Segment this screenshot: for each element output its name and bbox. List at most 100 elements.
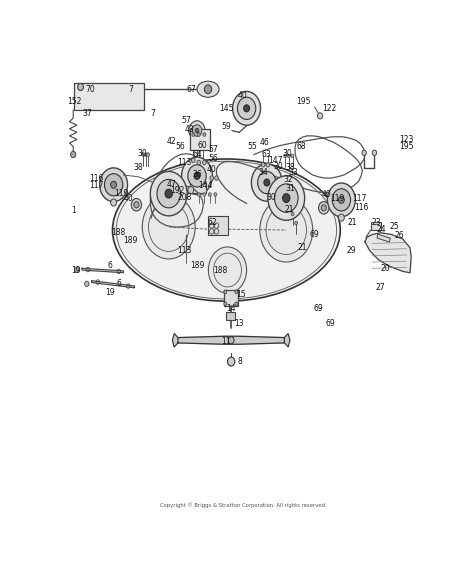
Circle shape — [328, 183, 356, 217]
Ellipse shape — [197, 81, 219, 98]
Text: 119: 119 — [330, 194, 345, 204]
Circle shape — [202, 160, 206, 165]
Text: 69: 69 — [313, 304, 323, 313]
Text: Copyright © Briggs & Stratton Corporation. All rights reserved.: Copyright © Briggs & Stratton Corporatio… — [160, 503, 326, 508]
Text: 21: 21 — [347, 218, 357, 227]
Circle shape — [104, 174, 123, 196]
Text: 57: 57 — [181, 116, 191, 125]
Circle shape — [194, 173, 200, 179]
Text: 56: 56 — [208, 155, 218, 163]
Text: 42: 42 — [166, 137, 176, 146]
Text: 147: 147 — [268, 156, 283, 165]
Text: 14: 14 — [227, 304, 236, 313]
Text: 13: 13 — [234, 319, 243, 328]
Polygon shape — [173, 334, 178, 347]
Circle shape — [319, 201, 329, 214]
Text: 32: 32 — [283, 175, 292, 184]
Circle shape — [197, 133, 201, 136]
Circle shape — [188, 186, 194, 194]
Text: 8: 8 — [237, 357, 242, 366]
Circle shape — [215, 176, 219, 180]
Bar — [190, 129, 210, 150]
Circle shape — [146, 153, 150, 156]
Circle shape — [191, 158, 195, 163]
Circle shape — [264, 179, 270, 186]
Circle shape — [203, 133, 206, 136]
Text: 6: 6 — [116, 279, 121, 288]
Text: 40: 40 — [322, 190, 331, 199]
Text: 208: 208 — [178, 193, 192, 202]
Circle shape — [203, 193, 206, 196]
Circle shape — [235, 290, 238, 294]
Circle shape — [224, 302, 227, 306]
Text: 25: 25 — [390, 223, 399, 231]
Text: 144: 144 — [198, 181, 213, 190]
Circle shape — [209, 247, 246, 293]
Circle shape — [272, 193, 274, 196]
Circle shape — [228, 357, 235, 366]
Circle shape — [258, 171, 276, 194]
Circle shape — [142, 153, 145, 156]
Text: 63: 63 — [262, 150, 272, 159]
Bar — [208, 216, 228, 234]
Circle shape — [287, 204, 290, 207]
Text: 26: 26 — [394, 231, 404, 241]
Text: 20: 20 — [381, 264, 390, 273]
Polygon shape — [365, 233, 411, 273]
Text: 152: 152 — [67, 97, 81, 106]
Circle shape — [321, 205, 326, 211]
Circle shape — [338, 196, 344, 204]
Circle shape — [251, 164, 282, 201]
Circle shape — [71, 151, 76, 158]
Text: 27: 27 — [376, 283, 385, 293]
Circle shape — [283, 194, 290, 203]
Circle shape — [167, 201, 171, 205]
Bar — [371, 222, 381, 230]
Text: 60: 60 — [198, 141, 208, 150]
Circle shape — [131, 198, 142, 211]
Text: 37: 37 — [82, 109, 91, 118]
Circle shape — [210, 176, 213, 180]
Text: 7: 7 — [150, 109, 155, 118]
Circle shape — [332, 189, 351, 211]
Circle shape — [165, 189, 173, 198]
Text: 68: 68 — [297, 143, 307, 152]
Circle shape — [209, 193, 211, 196]
Circle shape — [192, 133, 195, 136]
Circle shape — [110, 181, 117, 188]
Circle shape — [291, 154, 294, 158]
Text: 43: 43 — [185, 125, 194, 134]
Text: 55: 55 — [247, 143, 257, 152]
Circle shape — [224, 290, 227, 294]
Circle shape — [284, 154, 287, 158]
Circle shape — [192, 125, 202, 136]
Text: 117: 117 — [353, 194, 367, 204]
Polygon shape — [178, 336, 284, 344]
Text: 19: 19 — [71, 265, 81, 275]
Circle shape — [244, 105, 249, 112]
Text: 30: 30 — [282, 149, 292, 158]
Text: 30: 30 — [137, 149, 147, 158]
Circle shape — [204, 85, 212, 93]
Text: 33: 33 — [289, 168, 299, 177]
Text: 31: 31 — [285, 184, 295, 193]
Text: 21: 21 — [284, 205, 293, 213]
Text: 38: 38 — [285, 163, 295, 173]
Circle shape — [267, 193, 270, 196]
Text: 189: 189 — [190, 261, 204, 270]
Text: 57: 57 — [209, 145, 219, 153]
Circle shape — [197, 160, 201, 165]
Text: 56: 56 — [175, 143, 185, 152]
Text: 122: 122 — [322, 104, 337, 113]
Text: 189: 189 — [124, 236, 138, 245]
Circle shape — [84, 281, 89, 287]
Circle shape — [261, 163, 265, 167]
Circle shape — [281, 193, 284, 196]
Text: 145: 145 — [219, 104, 234, 113]
Circle shape — [110, 199, 117, 206]
Text: 116: 116 — [354, 203, 368, 212]
Text: 40: 40 — [238, 91, 248, 99]
Circle shape — [291, 212, 294, 216]
Text: 195: 195 — [296, 97, 311, 106]
Text: 192: 192 — [170, 186, 185, 194]
